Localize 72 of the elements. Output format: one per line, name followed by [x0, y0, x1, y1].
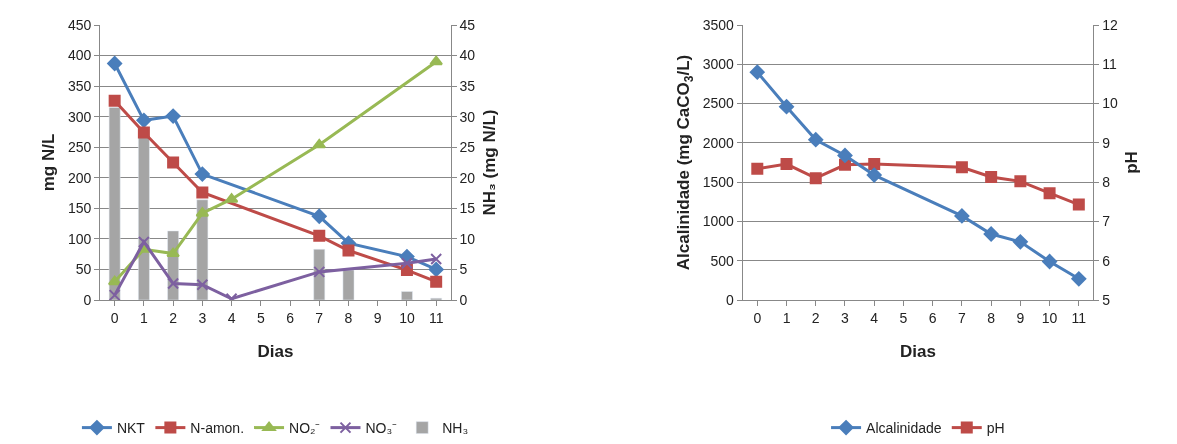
x-tick-label: 1: [139, 309, 148, 326]
y-tick-label: 150: [67, 200, 92, 217]
y2-axis-title: NH₃ (mg N/L): [479, 109, 499, 216]
y-tick-label: 350: [67, 78, 92, 95]
y2-tick-label: 20: [459, 169, 476, 186]
y-tick-label: 250: [67, 139, 92, 156]
x-tick-label: 6: [928, 309, 937, 326]
x-tick-label: 5: [899, 309, 908, 326]
y2-tick-label: 8: [1102, 174, 1111, 191]
y-axis-title: mg N/L: [39, 133, 59, 192]
x-tick-label: 0: [110, 309, 119, 326]
y-tick-label: 0: [83, 291, 92, 308]
legend-label: pH: [986, 420, 1005, 437]
x-tick-label: 9: [373, 309, 382, 326]
y-tick-label: 1000: [702, 213, 735, 230]
y2-tick-label: 12: [1102, 16, 1119, 33]
y-tick-label: 50: [75, 261, 92, 278]
x-axis-title: Dias: [257, 342, 294, 362]
y2-tick-label: 6: [1102, 252, 1111, 269]
x-tick-label: 8: [987, 309, 996, 326]
legend-label: NH₃: [442, 420, 469, 437]
y-tick-label: 1500: [702, 174, 735, 191]
y-tick-label: 450: [67, 16, 92, 33]
x-tick-label: 8: [344, 309, 353, 326]
x-axis-title: Dias: [900, 342, 937, 362]
y2-tick-label: 9: [1102, 134, 1111, 151]
y2-tick-label: 45: [459, 16, 476, 33]
legend-label: Alcalinidade: [866, 420, 942, 437]
x-tick-label: 0: [753, 309, 762, 326]
y2-tick-label: 10: [459, 230, 476, 247]
x-tick-label: 10: [399, 309, 415, 326]
y2-axis-title: pH: [1122, 151, 1142, 174]
y2-tick-label: 5: [1102, 291, 1111, 308]
y-tick-label: 2500: [702, 95, 735, 112]
x-tick-label: 3: [198, 309, 207, 326]
x-tick-label: 2: [169, 309, 178, 326]
legend-label: NO₂⁻: [289, 420, 321, 437]
y-tick-label: 2000: [702, 134, 735, 151]
y-tick-label: 3000: [702, 56, 735, 73]
x-tick-label: 6: [286, 309, 295, 326]
y-tick-label: 0: [726, 291, 735, 308]
y2-tick-label: 5: [459, 261, 468, 278]
x-tick-label: 7: [958, 309, 967, 326]
y2-tick-label: 10: [1102, 95, 1119, 112]
y-tick-label: 3500: [702, 16, 735, 33]
y2-tick-label: 40: [459, 47, 476, 64]
y-tick-label: 500: [710, 252, 735, 269]
y2-tick-label: 15: [459, 200, 476, 217]
x-tick-label: 3: [841, 309, 850, 326]
x-tick-label: 1: [782, 309, 791, 326]
y2-tick-label: 0: [459, 291, 468, 308]
x-tick-label: 9: [1016, 309, 1025, 326]
legend-label: NO₃⁻: [365, 420, 398, 437]
y-tick-label: 300: [67, 108, 92, 125]
x-tick-label: 7: [315, 309, 324, 326]
legend-label: NKT: [116, 420, 146, 437]
x-tick-label: 10: [1041, 309, 1058, 326]
x-tick-label: 2: [811, 309, 820, 326]
x-tick-label: 5: [256, 309, 265, 326]
y2-tick-label: 11: [1102, 56, 1117, 73]
x-tick-label: 4: [227, 309, 236, 326]
x-tick-label: 11: [1071, 309, 1087, 326]
y2-tick-label: 25: [459, 139, 476, 156]
legend-label: N-amon.: [190, 420, 245, 437]
y-tick-label: 200: [67, 169, 92, 186]
y2-tick-label: 35: [459, 78, 476, 95]
y2-tick-label: 7: [1102, 213, 1111, 230]
y2-tick-label: 30: [459, 108, 476, 125]
x-tick-label: 11: [428, 309, 444, 326]
y-tick-label: 100: [67, 230, 92, 247]
x-tick-label: 4: [870, 309, 879, 326]
y-tick-label: 400: [67, 47, 92, 64]
